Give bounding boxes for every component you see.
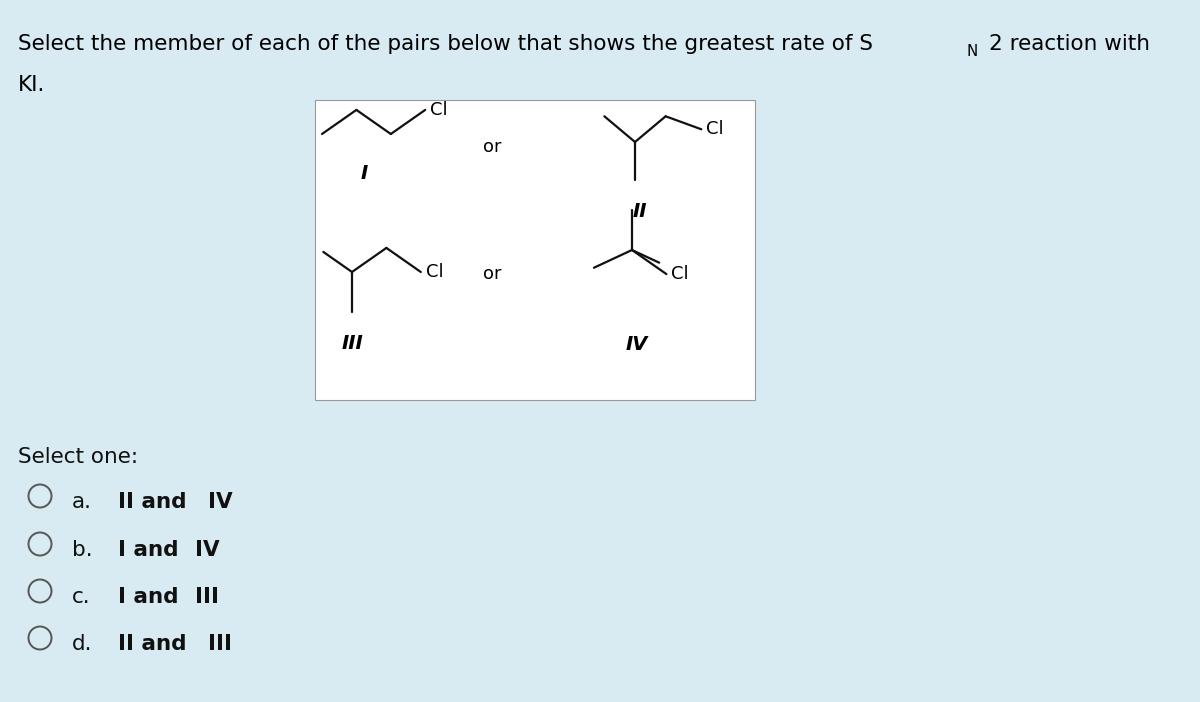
Text: II and: II and xyxy=(118,492,194,512)
Text: c.: c. xyxy=(72,587,91,607)
Text: or: or xyxy=(482,138,502,156)
Text: d.: d. xyxy=(72,634,92,654)
Text: II and: II and xyxy=(118,634,194,654)
Text: III: III xyxy=(194,587,218,607)
Text: KI.: KI. xyxy=(18,75,46,95)
Text: IV: IV xyxy=(208,492,233,512)
Text: N: N xyxy=(967,44,978,59)
Text: Cl: Cl xyxy=(426,263,444,281)
Text: b.: b. xyxy=(72,540,92,560)
Text: IV: IV xyxy=(626,335,648,354)
Text: Cl: Cl xyxy=(431,101,448,119)
Text: or: or xyxy=(482,265,502,283)
Text: II: II xyxy=(632,202,647,221)
Text: Select one:: Select one: xyxy=(18,447,138,467)
Text: I: I xyxy=(360,164,367,183)
Text: 2 reaction with: 2 reaction with xyxy=(989,34,1150,54)
Text: I and: I and xyxy=(118,587,186,607)
Text: I and: I and xyxy=(118,540,186,560)
Text: III: III xyxy=(341,334,362,353)
FancyBboxPatch shape xyxy=(314,100,755,400)
Text: III: III xyxy=(208,634,232,654)
Text: Select the member of each of the pairs below that shows the greatest rate of S: Select the member of each of the pairs b… xyxy=(18,34,874,54)
Text: Cl: Cl xyxy=(707,120,724,138)
Text: Cl: Cl xyxy=(672,265,689,283)
Text: a.: a. xyxy=(72,492,92,512)
Text: IV: IV xyxy=(194,540,220,560)
